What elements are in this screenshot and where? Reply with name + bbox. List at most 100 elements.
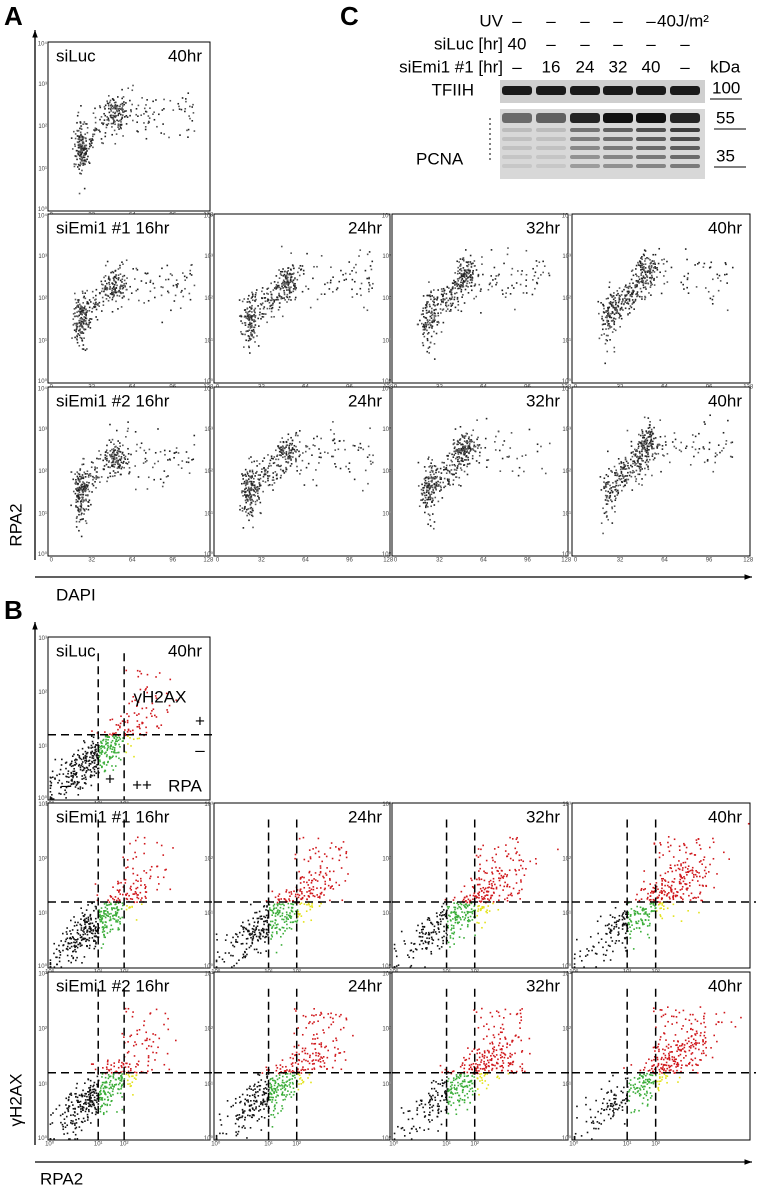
scatter-dot	[60, 940, 62, 942]
scatter-dot	[87, 508, 90, 511]
scatter-dot	[156, 841, 158, 844]
scatter-dot	[496, 281, 498, 284]
scatter-dot	[426, 339, 429, 342]
scatter-dot	[79, 307, 81, 309]
scatter-dot	[650, 265, 653, 268]
scatter-dot	[159, 478, 162, 481]
scatter-dot	[82, 344, 85, 346]
scatter-dot	[251, 484, 254, 486]
scatter-dot	[628, 312, 631, 314]
scatter-dot	[143, 113, 145, 115]
scatter-dot	[367, 288, 370, 290]
scatter-dot	[74, 492, 77, 495]
scatter-dot	[607, 309, 609, 312]
scatter-dot	[423, 325, 426, 328]
scatter-dot	[250, 461, 253, 464]
scatter-dot	[113, 747, 116, 749]
y-tick-label: 10⁴	[562, 212, 572, 219]
scatter-dot	[93, 939, 95, 942]
scatter-dot	[656, 443, 659, 446]
scatter-dot	[109, 919, 112, 921]
scatter-dot	[144, 457, 147, 460]
scatter-dot	[425, 325, 427, 328]
scatter-dot	[641, 443, 644, 446]
scatter-dot	[133, 901, 136, 903]
scatter-dot	[70, 504, 72, 507]
scatter-dot	[643, 446, 646, 449]
scatter-dot	[275, 474, 278, 477]
scatter-dot	[121, 278, 124, 281]
scatter-dot	[481, 263, 483, 265]
scatter-dot	[628, 474, 631, 477]
scatter-dot	[89, 145, 91, 148]
scatter-dot	[180, 467, 183, 469]
scatter-dot	[619, 484, 621, 487]
scatter-dot	[116, 110, 119, 113]
panel-letter: B	[4, 595, 23, 625]
scatter-dot	[176, 286, 178, 289]
scatter-dot	[292, 903, 295, 906]
scatter-dot	[478, 454, 481, 457]
scatter-dot	[294, 902, 297, 904]
scatter-dot	[83, 337, 85, 339]
scatter-dot	[148, 117, 151, 119]
scatter-dot	[452, 443, 455, 446]
scatter-dot	[118, 743, 120, 746]
scatter-dot	[420, 488, 423, 491]
scatter-dot	[109, 902, 112, 905]
scatter-dot	[95, 942, 97, 945]
scatter-dot	[614, 329, 617, 332]
scatter-dot	[457, 270, 459, 272]
scatter-dot	[283, 297, 285, 299]
scatter-dot	[342, 273, 344, 276]
scatter-dot	[635, 462, 637, 465]
scatter-dot	[83, 926, 86, 929]
scatter-dot	[98, 450, 100, 452]
scatter-dot	[105, 914, 108, 917]
scatter-dot	[634, 284, 636, 287]
scatter-dot	[105, 298, 108, 300]
scatter-dot	[128, 472, 130, 475]
scatter-dot	[267, 475, 269, 477]
scatter-dot	[624, 479, 627, 481]
scatter-dot	[611, 491, 614, 494]
scatter-dot	[121, 117, 123, 120]
scatter-dot	[177, 464, 180, 466]
scatter-dot	[623, 463, 625, 466]
scatter-dot	[74, 761, 77, 764]
scatter-dot	[115, 454, 118, 456]
scatter-dot	[638, 433, 640, 436]
scatter-dot	[630, 464, 632, 467]
scatter-dot	[283, 280, 286, 283]
scatter-dot	[630, 440, 633, 443]
scatter-dot	[470, 281, 473, 284]
scatter-dot	[136, 130, 138, 132]
scatter-dot	[284, 458, 287, 461]
scatter-dot	[502, 444, 504, 446]
scatter-dot	[277, 923, 279, 926]
scatter-dot	[641, 256, 643, 258]
scatter-dot	[94, 121, 97, 124]
scatter-dot	[91, 290, 94, 293]
scatter-dot	[359, 287, 362, 290]
scatter-dot	[721, 449, 723, 452]
scatter-dot	[103, 112, 105, 115]
scatter-dot	[646, 449, 649, 451]
scatter-dot	[188, 472, 191, 474]
scatter-dot	[94, 759, 97, 761]
scatter-dot	[117, 919, 119, 921]
scatter-dot	[452, 302, 454, 305]
scatter-dot	[349, 273, 351, 275]
scatter-dot	[302, 836, 305, 839]
scatter-dot	[435, 332, 438, 335]
scatter-dot	[49, 787, 52, 789]
scatter-dot	[111, 126, 113, 128]
scatter-dot	[277, 445, 280, 447]
scatter-dot	[424, 499, 426, 502]
scatter-dot	[109, 453, 111, 456]
scatter-dot	[636, 293, 639, 296]
scatter-dot	[279, 295, 282, 298]
scatter-dot	[282, 447, 284, 450]
scatter-dot	[112, 732, 114, 735]
scatter-dot	[156, 865, 158, 868]
